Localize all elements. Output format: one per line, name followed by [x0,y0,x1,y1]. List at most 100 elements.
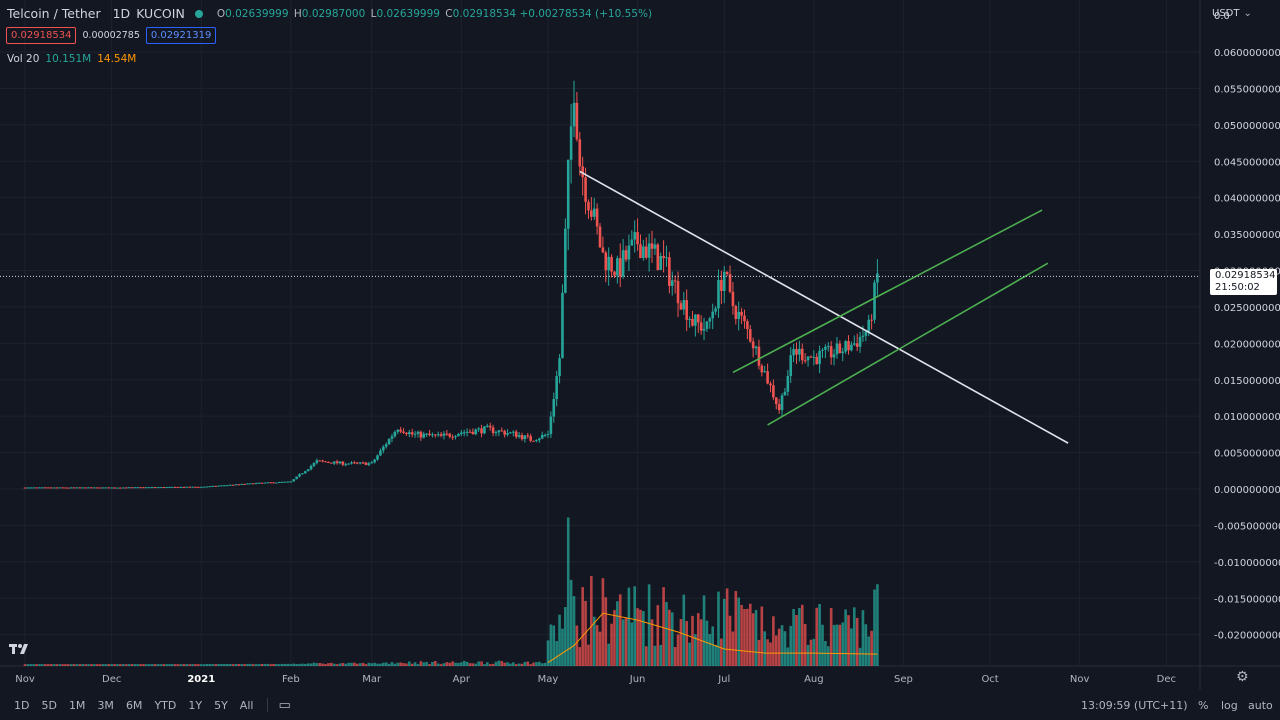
volume-bar [526,661,530,666]
candle-body [147,487,151,489]
candle-body [474,429,478,435]
candle-body [413,433,417,435]
gear-icon[interactable]: ⚙ [1236,669,1249,685]
candle-body [116,487,119,489]
timeframe-1m[interactable]: 1M [68,698,86,712]
volume-bar [335,664,339,666]
sell-button[interactable]: 0.02918534 [6,27,77,44]
log-scale-toggle[interactable]: log [1221,698,1238,712]
clock-timezone[interactable]: 13:09:59 (UTC+11) [1081,698,1188,712]
candle-body [549,416,553,435]
timeframe-all[interactable]: All [239,698,254,712]
timeframe-1d[interactable]: 1D [14,698,30,712]
timeframe-5d[interactable]: 5D [41,698,57,712]
volume-bar [355,663,359,666]
volume-bar [312,662,316,666]
volume-bar [272,663,275,666]
volume-bar [873,589,876,666]
candle-body [754,346,758,349]
candle-body [795,349,798,355]
price-tick-label: 0.035000000 [1214,230,1280,241]
candle-body [436,434,440,436]
volume-bar [682,594,686,666]
calendar-range-icon[interactable]: ▭ [278,697,291,713]
candle-body [214,485,218,487]
candle-body [350,462,353,464]
volume-bar [124,664,128,666]
candle-body [272,482,275,484]
buy-button[interactable]: 0.02921319 [145,27,217,44]
volume-bar [419,661,423,666]
candle-body [873,282,876,320]
candle-body [824,346,827,350]
candle-body [390,436,394,439]
candle-body [139,487,142,489]
candle-body [133,487,137,489]
candle-body [798,348,801,355]
volume-bar [714,644,717,666]
volume-legend[interactable]: Vol 20 10.151M 14.54M [7,53,136,65]
candle-body [315,460,319,463]
candle-body [876,273,879,283]
timeframe-ytd[interactable]: YTD [154,698,177,712]
volume-bar [688,642,691,666]
volume-bar [434,660,437,666]
volume-ma-value: 14.54M [97,53,137,65]
volume-bar [876,584,879,666]
price-tick-label: -0.010000000 [1214,558,1280,569]
volume-bar [436,663,440,666]
volume-bar [468,663,472,666]
volume-bar [850,628,853,666]
volume-bar [607,643,610,666]
candle-body [468,431,472,433]
volume-bar [558,614,561,666]
tradingview-logo-icon[interactable] [8,642,30,658]
volume-bar [627,587,631,666]
interval-label[interactable]: 1D [112,6,131,21]
volume-bar [168,664,171,666]
candle-body [32,487,35,489]
candle-body [864,331,868,336]
symbol-name[interactable]: Telcoin / Tether [7,6,101,21]
volume-bar [370,663,374,666]
volume-bar [717,591,720,666]
volume-bar [702,595,706,666]
candle-body [592,208,596,217]
volume-bar [217,664,220,666]
auto-scale-toggle[interactable]: auto [1248,698,1273,712]
currency-unit-selector[interactable]: USDT ⌄ [1212,8,1252,19]
timeframe-3m[interactable]: 3M [97,698,114,712]
candle-body [769,383,772,386]
candle-body [275,482,278,484]
volume-bar [98,664,102,666]
candle-body [702,328,706,331]
timeframe-5y[interactable]: 5Y [214,698,228,712]
volume-bar [774,635,778,666]
volume-bar [410,663,414,666]
volume-bar [119,664,122,666]
candle-body [176,486,180,488]
candle-body [760,365,764,373]
time-tick-label: Dec [102,674,121,685]
volume-bar [413,662,417,666]
volume-bar [266,663,270,666]
candle-body [208,486,212,488]
volume-bar [52,664,56,666]
candle-body [569,126,573,160]
timeframe-6m[interactable]: 6M [125,698,143,712]
exchange-label: KUCOIN [136,6,185,21]
candle-body [249,483,252,485]
volume-bar [324,664,327,666]
percent-scale-toggle[interactable]: % [1198,698,1209,712]
timeframe-1y[interactable]: 1Y [188,698,203,712]
price-tick-label: -0.020000000 [1214,631,1280,642]
candle-body [659,255,662,270]
volume-bar [303,663,307,666]
candle-body [613,271,616,276]
candle-body [321,460,324,462]
candle-body [780,395,784,411]
volume-bar [41,664,44,666]
candle-body [312,462,316,466]
candle-body [832,354,836,358]
